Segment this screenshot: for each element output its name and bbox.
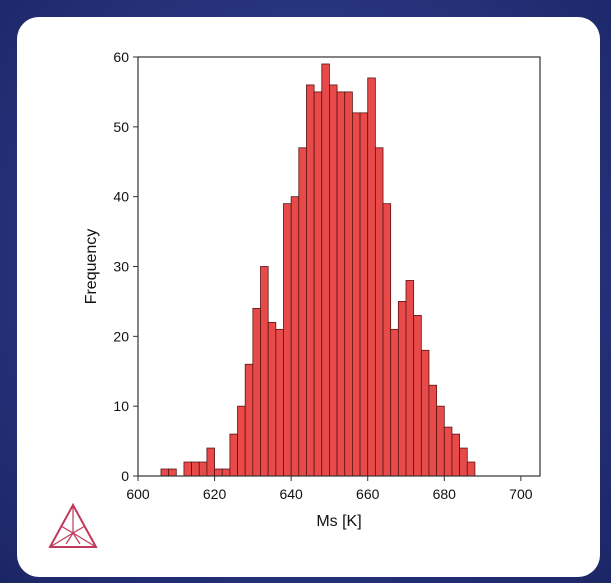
histogram-bar xyxy=(221,468,231,477)
histogram-bar xyxy=(313,91,323,477)
histogram-bar xyxy=(306,84,315,477)
histogram-bar xyxy=(451,433,461,477)
x-tick-label: 640 xyxy=(279,486,303,502)
y-tick-label: 20 xyxy=(113,328,129,344)
histogram-bar xyxy=(290,196,300,477)
histogram-bar xyxy=(443,426,453,477)
y-tick-label: 60 xyxy=(113,49,129,65)
histogram-bar xyxy=(390,328,399,477)
histogram-bar xyxy=(206,447,215,477)
histogram-bar xyxy=(459,447,468,477)
y-tick-label: 10 xyxy=(113,398,129,414)
histogram-bar xyxy=(229,433,238,477)
bars-group xyxy=(160,63,476,477)
histogram-bar xyxy=(436,405,445,477)
histogram-bar xyxy=(298,147,307,477)
histogram-bar xyxy=(244,363,254,477)
histogram-bar xyxy=(397,301,407,477)
y-axis-label: Frequency xyxy=(83,229,100,305)
histogram-bar xyxy=(367,77,376,477)
thermo-calc-triangle-icon xyxy=(48,502,98,548)
x-tick-label: 700 xyxy=(509,486,533,502)
histogram-bar xyxy=(351,112,361,477)
histogram-bar xyxy=(428,384,438,477)
histogram-bar xyxy=(168,468,177,477)
histogram-bar xyxy=(237,405,246,477)
histogram-bar xyxy=(275,328,284,477)
y-axis-ticks: 0 10 20 30 40 50 60 xyxy=(113,49,138,484)
histogram-bar xyxy=(329,84,338,477)
histogram-bar xyxy=(374,147,384,477)
x-tick-label: 620 xyxy=(203,486,227,502)
histogram-bar xyxy=(359,112,369,477)
histogram-bar xyxy=(405,280,415,477)
histogram-bar xyxy=(214,468,223,477)
y-tick-label: 40 xyxy=(113,189,129,205)
x-axis-label: Ms [K] xyxy=(316,513,361,530)
histogram-bar xyxy=(191,461,200,477)
x-tick-label: 680 xyxy=(433,486,457,502)
histogram-bar xyxy=(267,321,277,477)
histogram-bar xyxy=(183,461,192,477)
histogram-bar xyxy=(420,349,430,477)
x-tick-label: 600 xyxy=(126,486,150,502)
histogram-bar xyxy=(466,461,476,477)
histogram-bar xyxy=(160,468,170,477)
histogram-bar xyxy=(198,461,208,477)
histogram-bar xyxy=(283,203,292,477)
histogram-bar xyxy=(260,266,269,477)
histogram-bar xyxy=(344,91,353,477)
y-tick-label: 50 xyxy=(113,119,129,135)
y-tick-label: 30 xyxy=(113,259,129,275)
histogram-bar xyxy=(382,203,392,477)
histogram-bar xyxy=(321,63,330,477)
histogram-bar xyxy=(252,307,261,477)
x-tick-label: 660 xyxy=(356,486,380,502)
y-tick-label: 0 xyxy=(121,468,129,484)
histogram-bar xyxy=(413,314,422,477)
x-axis-ticks: 600 620 640 660 680 700 xyxy=(126,476,533,502)
histogram-bar xyxy=(336,91,346,477)
